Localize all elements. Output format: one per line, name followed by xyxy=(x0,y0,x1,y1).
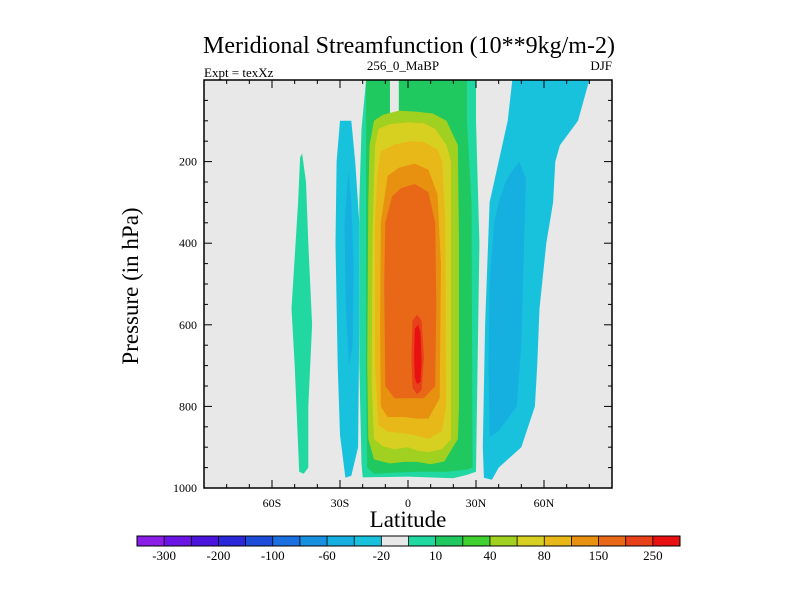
colorbar-swatch xyxy=(245,536,274,546)
colorbar-label: -200 xyxy=(207,548,231,563)
colorbar-swatch xyxy=(354,536,382,546)
colorbar-swatch xyxy=(137,536,165,546)
plot-area xyxy=(204,80,612,488)
colorbar-label: -300 xyxy=(152,548,176,563)
colorbar-swatch xyxy=(191,536,219,546)
x-tick-label: 30N xyxy=(466,496,487,510)
subtitle-center: 256_0_MaBP xyxy=(367,58,439,73)
y-tick-label: 200 xyxy=(179,155,197,169)
colorbar-swatch xyxy=(272,536,301,546)
colorbar-swatch xyxy=(218,536,246,546)
colorbar-swatch xyxy=(435,536,464,546)
chart-title: Meridional Streamfunction (10**9kg/m-2) xyxy=(203,33,615,59)
colorbar-swatch xyxy=(462,536,491,546)
subtitle-left: Expt = texXz xyxy=(204,65,274,80)
colorbar-swatch xyxy=(652,536,681,546)
colorbar-swatch xyxy=(571,536,599,546)
contour-sh-outer-cell xyxy=(291,153,313,474)
colorbar-frame xyxy=(136,535,681,547)
colorbar-swatch xyxy=(164,536,192,546)
contour-nh-ferrel-core xyxy=(488,161,526,437)
colorbar-label: 40 xyxy=(483,548,496,563)
y-tick-label: 600 xyxy=(179,318,197,332)
contour-hadley-core xyxy=(414,324,422,384)
colorbar-swatch xyxy=(625,536,654,546)
x-tick-label: 0 xyxy=(405,496,411,510)
y-axis-label: Pressure (in hPa) xyxy=(118,207,143,364)
colorbar-swatch xyxy=(544,536,572,546)
colorbar-label: 10 xyxy=(429,548,442,563)
x-tick-label: 60N xyxy=(534,496,555,510)
x-axis-label: Latitude xyxy=(370,507,447,532)
colorbar-swatch xyxy=(327,536,355,546)
x-tick-label: 60S xyxy=(263,496,282,510)
subtitle-right: DJF xyxy=(590,58,612,73)
y-tick-label: 800 xyxy=(179,399,197,413)
colorbar-swatch xyxy=(299,536,328,546)
colorbar-label: 250 xyxy=(643,548,663,563)
colorbar: -300 -200 -100 -60 -20 10 40 80 150 250 xyxy=(136,535,681,563)
y-tick-label: 400 xyxy=(179,236,197,250)
contour-hadley-300 xyxy=(384,184,437,399)
axes: 60S 30S 0 30N 60N 200 400 600 800 1000 xyxy=(173,79,613,510)
colorbar-swatch xyxy=(381,536,409,546)
colorbar-label: -60 xyxy=(318,548,335,563)
colorbar-swatch xyxy=(517,536,545,546)
colorbar-label: -20 xyxy=(373,548,390,563)
x-tick-label: 30S xyxy=(331,496,350,510)
contour-sh-ferrel-core xyxy=(344,169,354,366)
colorbar-label: 80 xyxy=(538,548,551,563)
colorbar-swatch xyxy=(489,536,518,546)
y-tick-label: 1000 xyxy=(173,481,197,495)
colorbar-swatch xyxy=(598,536,626,546)
colorbar-label: -100 xyxy=(261,548,285,563)
colorbar-swatch xyxy=(408,536,436,546)
colorbar-label: 150 xyxy=(589,548,609,563)
